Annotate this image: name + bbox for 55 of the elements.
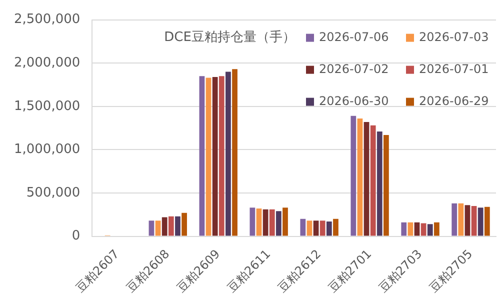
- bar: [357, 118, 363, 236]
- legend-label: 2026-07-01: [419, 62, 489, 76]
- bar: [384, 134, 389, 236]
- y-tick-label: 2,500,000: [14, 12, 80, 28]
- bar: [484, 206, 490, 236]
- bar: [306, 220, 312, 236]
- bar: [276, 211, 282, 236]
- bar: [269, 209, 275, 236]
- bar: [168, 216, 174, 236]
- bar: [250, 208, 256, 236]
- bar: [452, 203, 458, 236]
- bar: [232, 69, 238, 236]
- y-tick-label: 0: [72, 228, 80, 244]
- bar: [408, 222, 414, 236]
- bar: [326, 222, 332, 236]
- legend-label: 2026-07-02: [319, 62, 389, 76]
- bar: [212, 76, 218, 236]
- bar: [420, 223, 426, 236]
- bar: [148, 220, 154, 236]
- bar: [199, 76, 205, 236]
- bar: [333, 218, 338, 236]
- bar: [364, 122, 370, 236]
- bar: [155, 220, 161, 236]
- bar: [464, 205, 470, 236]
- bar: [427, 224, 433, 236]
- bar: [370, 125, 376, 236]
- bar: [350, 116, 356, 236]
- bar: [182, 212, 187, 236]
- legend-label: 2026-07-06: [319, 30, 389, 44]
- y-tick-label: 500,000: [26, 185, 80, 200]
- bar: [320, 220, 326, 236]
- bar: [414, 222, 420, 236]
- bar: [206, 78, 212, 236]
- bar: [434, 222, 440, 236]
- bar: [313, 220, 319, 236]
- legend-label: 2026-07-03: [419, 30, 489, 44]
- bar: [458, 203, 464, 236]
- bar: [262, 209, 268, 236]
- y-tick-label: 2,000,000: [14, 55, 80, 70]
- y-tick-label: 1,500,000: [14, 98, 80, 114]
- bar: [175, 216, 180, 236]
- legend-label: 2026-06-30: [319, 94, 389, 108]
- text: DCE豆粕持仓量（手）: [164, 30, 296, 46]
- y-tick-label: 1,000,000: [14, 142, 80, 158]
- bar: [376, 131, 382, 236]
- legend-label: 2026-06-29: [419, 94, 489, 108]
- bar: [471, 206, 477, 236]
- bar: [162, 217, 168, 236]
- bar: [256, 208, 262, 236]
- bar: [401, 222, 407, 236]
- bar: [300, 218, 306, 236]
- bar: [282, 208, 288, 236]
- bar: [218, 76, 224, 236]
- bar: [226, 72, 231, 236]
- bar: [478, 208, 484, 236]
